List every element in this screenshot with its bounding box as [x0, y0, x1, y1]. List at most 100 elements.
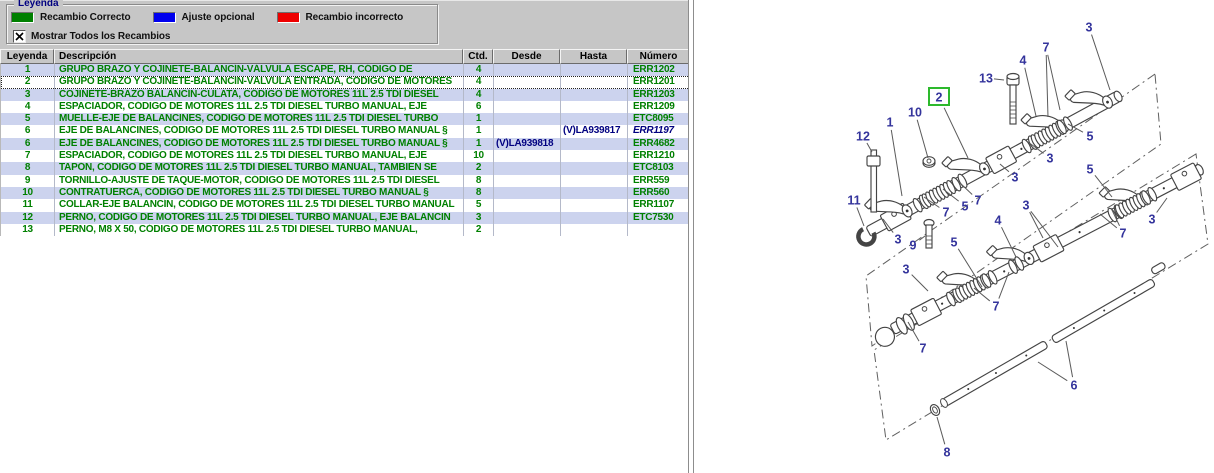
cell-ctd: 1 — [464, 113, 494, 126]
diagram-callout-11[interactable]: 11 — [847, 194, 865, 227]
table-row[interactable]: 8 TAPÓN, CÓDIGO DE MOTORES 11L 2.5 TDI DI… — [1, 162, 691, 175]
callout-leader-line — [890, 129, 903, 197]
diagram-callout-3[interactable]: 3 — [1086, 21, 1111, 91]
diagram-callout-13[interactable]: 13 — [979, 72, 1005, 86]
diagram-callout-3[interactable]: 3 — [1023, 199, 1059, 248]
diagram-callout-10[interactable]: 10 — [908, 106, 929, 159]
callout-number: 4 — [1020, 54, 1027, 68]
table-row[interactable]: 11 COLLAR-EJE BALANCÍN, CÓDIGO DE MOTORES… — [1, 199, 691, 212]
table-row[interactable]: 6 EJE DE BALANCINES, CÓDIGO DE MOTORES 11… — [1, 125, 691, 138]
callout-number: 7 — [920, 342, 927, 356]
diagram-callout-3[interactable]: 3 — [903, 263, 929, 292]
cell-desde — [494, 76, 561, 89]
table-row[interactable]: 2 GRUPO BRAZO Y COJINETE-BALANCÍN-VÁLVULA… — [1, 76, 691, 89]
cell-hasta — [561, 199, 628, 212]
diagram-callout-3[interactable]: 3 — [882, 218, 902, 247]
diagram-callout-7[interactable]: 7 — [923, 196, 950, 220]
cell-leyenda: 13 — [1, 223, 55, 237]
bare-shafts[interactable] — [935, 262, 1172, 410]
cell-leyenda: 1 — [1, 64, 55, 77]
table-row[interactable]: 1 GRUPO BRAZO Y COJINETE-BALANCÍN-VÁLVULA… — [1, 64, 691, 77]
col-header-ctd[interactable]: Ctd. — [463, 49, 493, 64]
head-outline-upper — [865, 73, 1162, 347]
cell-hasta: (V)LA939817 — [561, 125, 628, 138]
cell-numero: ERR1197 — [628, 125, 691, 138]
cell-descripcion: GRUPO BRAZO Y COJINETE-BALANCÍN-VÁLVULA … — [55, 76, 464, 89]
legend-item-optional: Ajuste opcional — [152, 12, 255, 23]
callout-number: 7 — [1120, 227, 1127, 241]
diagram-callout-5[interactable]: 5 — [1087, 163, 1113, 198]
show-all-label: Mostrar Todos los Recambios — [31, 31, 171, 42]
rocker-shaft-assembly-intake[interactable] — [862, 143, 1208, 350]
table-row[interactable]: 13 PERNO, M8 X 50, CÓDIGO DE MOTORES 11L … — [1, 223, 691, 237]
pane-divider[interactable] — [688, 0, 694, 473]
col-header-leyenda[interactable]: Leyenda — [0, 49, 54, 64]
callout-leader-line — [958, 181, 973, 195]
table-row[interactable]: 3 COJINETE-BRAZO BALANCÍN-CULATA, CÓDIGO … — [1, 88, 691, 101]
diagram-callout-5[interactable]: 5 — [951, 236, 983, 288]
col-header-numero[interactable]: Número — [627, 49, 690, 64]
diagram-callout-2[interactable]: 2 — [928, 87, 969, 159]
diagram-callout-7[interactable]: 7 — [973, 271, 1010, 314]
legend-title: Leyenda — [14, 0, 63, 10]
cell-hasta — [561, 162, 628, 175]
incorrect-color-swatch — [276, 12, 300, 23]
cell-ctd: 8 — [464, 186, 494, 200]
col-header-desde[interactable]: Desde — [493, 49, 560, 64]
diagram-callout-7[interactable]: 7 — [958, 181, 982, 208]
callout-leader-line — [916, 119, 929, 159]
table-row[interactable]: 7 ESPACIADOR, CÓDIGO DE MOTORES 11L 2.5 T… — [1, 150, 691, 163]
diagram-callout-3[interactable]: 3 — [1149, 197, 1168, 227]
callout-leader-line — [1110, 207, 1120, 227]
nut-10[interactable] — [922, 156, 936, 168]
diagram-callout-5[interactable]: 5 — [1067, 123, 1094, 144]
diagram-callout-6[interactable]: 6 — [1037, 340, 1078, 393]
cell-numero: ERR1202 — [628, 64, 691, 77]
diagram-callout-1[interactable]: 1 — [887, 116, 903, 197]
diagram-callout-3[interactable]: 3 — [999, 163, 1019, 185]
legend-strip: Leyenda Recambio Correcto Ajuste opcional… — [0, 0, 690, 49]
cell-numero: ERR1203 — [628, 88, 691, 101]
show-all-checkbox[interactable]: Mostrar Todos los Recambios — [13, 30, 170, 43]
callout-number: 13 — [979, 72, 993, 86]
checkbox-check-icon[interactable] — [13, 30, 26, 43]
diagram-callout-12[interactable]: 12 — [856, 130, 873, 153]
cell-hasta — [561, 88, 628, 101]
table-row[interactable]: 12 PERNO, CÓDIGO DE MOTORES 11L 2.5 TDI D… — [1, 211, 691, 224]
diagram-callout-4[interactable]: 4 — [995, 214, 1017, 258]
diagram-callout-3[interactable]: 3 — [1027, 141, 1054, 166]
cell-ctd: 1 — [464, 125, 494, 138]
cell-hasta — [561, 64, 628, 77]
shaft-end-pin — [1151, 262, 1166, 275]
bolt-13[interactable] — [1006, 72, 1020, 125]
table-row[interactable]: 6 EJE DE BALANCINES, CÓDIGO DE MOTORES 11… — [1, 137, 691, 151]
cell-leyenda: 6 — [1, 137, 55, 151]
diagram-callout-9[interactable]: 9 — [910, 235, 926, 253]
cell-hasta — [561, 100, 628, 114]
diagram-callout-4[interactable]: 4 — [1020, 54, 1037, 117]
callout-leader-line — [936, 416, 946, 445]
cell-leyenda: 4 — [1, 100, 55, 114]
cell-descripcion: PERNO, M8 X 50, CÓDIGO DE MOTORES 11L 2.… — [55, 223, 464, 237]
diagram-callout-7[interactable]: 7 — [1099, 207, 1127, 241]
plug-8[interactable] — [928, 403, 941, 417]
diagram-callout-8[interactable]: 8 — [936, 416, 951, 460]
table-row[interactable]: 9 TORNILLO-AJUSTE DE TAQUE-MOTOR, CÓDIGO … — [1, 174, 691, 187]
callout-number: 3 — [895, 233, 902, 247]
table-row[interactable]: 4 ESPACIADOR, CÓDIGO DE MOTORES 11L 2.5 T… — [1, 100, 691, 114]
col-header-descripcion[interactable]: Descripción — [54, 49, 463, 64]
cell-descripcion: EJE DE BALANCINES, CÓDIGO DE MOTORES 11L… — [55, 125, 464, 138]
diagram-callout-5[interactable]: 5 — [942, 188, 969, 214]
cell-hasta — [561, 113, 628, 126]
diagram-callout-7[interactable]: 7 — [907, 321, 927, 356]
diagram-callout-7[interactable]: 7 — [1043, 41, 1061, 118]
table-row[interactable]: 5 MUELLE-EJE DE BALANCINES, CÓDIGO DE MOT… — [1, 113, 691, 126]
rocker-shaft-assembly-exhaust[interactable] — [844, 70, 1126, 247]
stud-12[interactable] — [866, 149, 881, 213]
col-header-hasta[interactable]: Hasta — [560, 49, 627, 64]
table-row[interactable]: 10 CONTRATUERCA, CÓDIGO DE MOTORES 11L 2.… — [1, 186, 691, 200]
legend-group: Leyenda Recambio Correcto Ajuste opcional… — [6, 0, 438, 44]
bolt-9[interactable] — [923, 218, 935, 249]
